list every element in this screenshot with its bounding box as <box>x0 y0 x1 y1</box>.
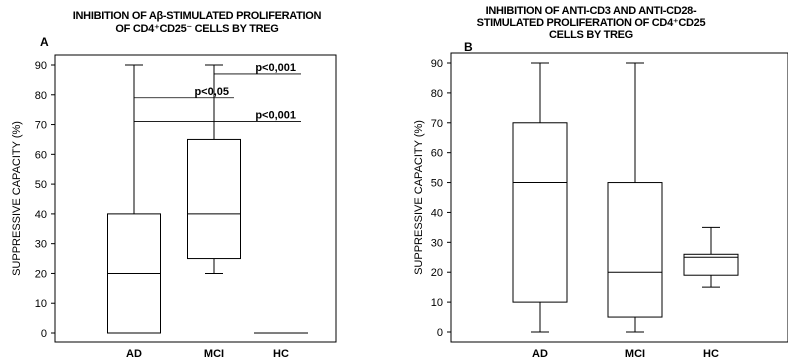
y-tick-label: 20 <box>35 268 47 280</box>
y-tick-label: 60 <box>431 148 443 160</box>
box-ad <box>512 122 568 303</box>
chart-title-line-3: CELLS BY TREG <box>549 29 633 41</box>
panel-label: A <box>40 35 49 49</box>
y-axis-label: SUPPRESSIVE CAPACITY (%) <box>413 120 425 275</box>
x-tick-label: AD <box>532 348 548 360</box>
plot-frame <box>54 54 337 343</box>
x-tick-label: AD <box>126 348 142 360</box>
y-tick-label: 70 <box>431 118 443 130</box>
y-tick-label: 80 <box>35 90 47 102</box>
y-tick-label: 50 <box>35 179 47 191</box>
chart-title-line-1: INHIBITION OF ANTI-CD3 AND ANTI-CD28- <box>485 5 697 17</box>
y-tick-label: 10 <box>431 297 443 309</box>
chart-title-line-2: OF CD4⁺CD25⁻ CELLS BY TREG <box>115 23 279 35</box>
y-tick-label: 70 <box>35 120 47 132</box>
y-tick-label: 20 <box>431 267 443 279</box>
panel-b: INHIBITION OF ANTI-CD3 AND ANTI-CD28- ST… <box>394 0 788 364</box>
significance-label: p<0,001 <box>255 62 296 74</box>
x-tick-label: HC <box>273 348 289 360</box>
y-tick-label: 50 <box>431 178 443 190</box>
chart-title-line-1: INHIBITION OF Aβ-STIMULATED PROLIFERATIO… <box>72 10 322 22</box>
y-tick-label: 40 <box>35 209 47 221</box>
y-tick-label: 10 <box>35 298 47 310</box>
y-tick-label: 30 <box>35 239 47 251</box>
box-plot-b: 0 10 20 30 40 50 60 70 80 90 SUPPRESSIVE CAPACITY … <box>413 52 788 360</box>
y-tick-label: 60 <box>35 149 47 161</box>
y-axis-label: SUPPRESSIVE CAPACITY (%) <box>11 121 23 276</box>
y-tick-label: 0 <box>41 328 47 340</box>
significance-label: p<0,05 <box>194 86 229 98</box>
box-mci <box>187 138 241 260</box>
x-tick-label: HC <box>703 348 719 360</box>
chart-title-line-2: STIMULATED PROLIFERATION OF CD4⁺CD25 <box>476 17 706 29</box>
y-tick-label: 40 <box>431 207 443 219</box>
panel-label: B <box>464 40 473 54</box>
x-tick-label: MCI <box>204 348 224 360</box>
significance-label: p<0,001 <box>255 110 296 122</box>
y-tick-label: 30 <box>431 237 443 249</box>
x-tick-label: MCI <box>625 348 645 360</box>
panel-a: INHIBITION OF Aβ-STIMULATED PROLIFERATIO… <box>11 10 337 360</box>
box-mci <box>607 182 663 318</box>
y-tick-label: 80 <box>431 88 443 100</box>
y-tick-label: 90 <box>35 60 47 72</box>
plot-frame <box>450 52 788 343</box>
y-tick-label: 0 <box>437 327 443 339</box>
box-plot-a: 0 10 20 30 40 50 60 70 80 90 SUPPRESSIVE CAPACITY … <box>11 54 337 360</box>
box-hc <box>683 253 739 276</box>
y-tick-label: 90 <box>431 58 443 70</box>
